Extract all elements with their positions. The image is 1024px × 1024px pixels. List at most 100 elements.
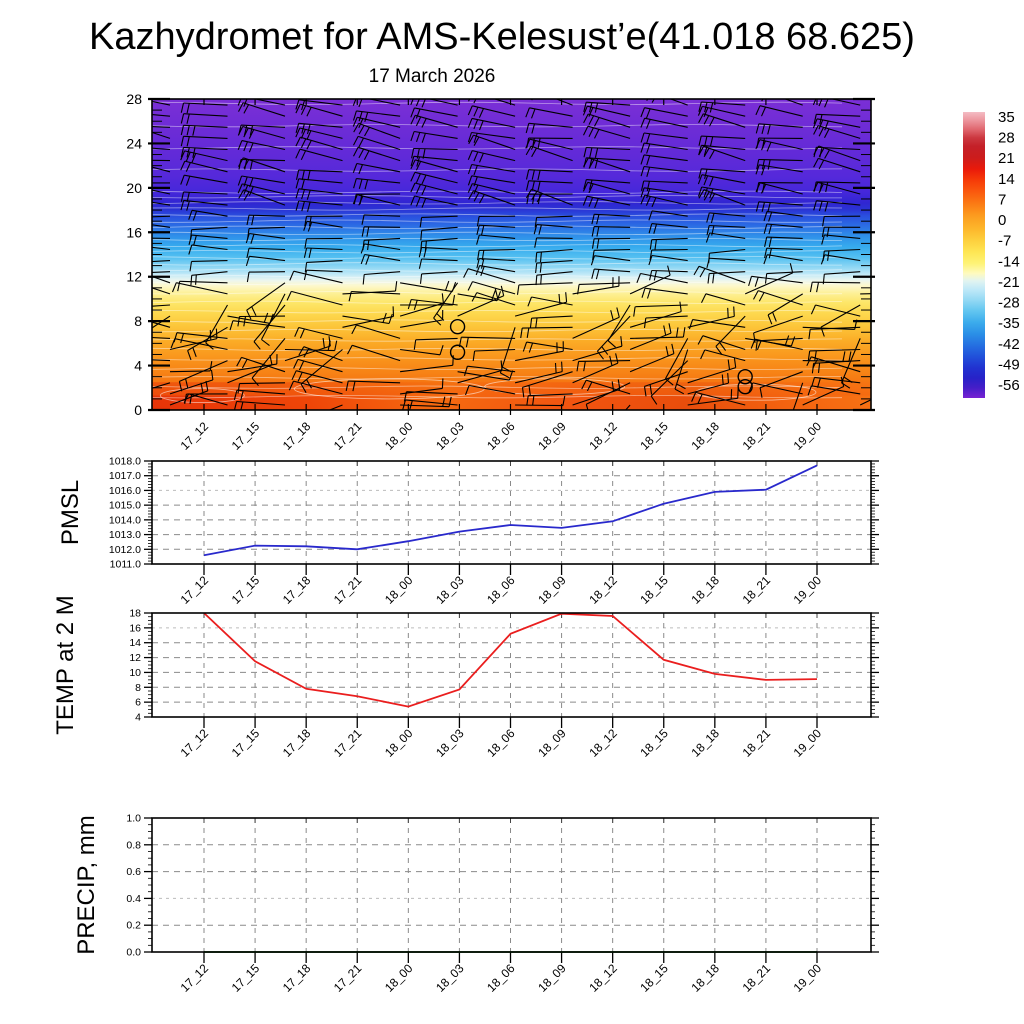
svg-text:17_18: 17_18 xyxy=(280,419,314,453)
svg-text:18_12: 18_12 xyxy=(586,961,620,995)
svg-text:17_15: 17_15 xyxy=(229,419,263,453)
pmsl-line xyxy=(203,464,818,557)
calm-wind-circle xyxy=(449,318,466,335)
svg-text:17_18: 17_18 xyxy=(280,961,314,995)
svg-text:24: 24 xyxy=(126,135,142,151)
svg-text:18_15: 18_15 xyxy=(637,419,671,453)
colorbar-label: -35 xyxy=(998,315,1020,332)
svg-text:17_21: 17_21 xyxy=(331,573,365,607)
svg-text:17_12: 17_12 xyxy=(178,573,212,607)
svg-text:0: 0 xyxy=(134,402,142,418)
svg-text:18_12: 18_12 xyxy=(586,726,620,760)
svg-text:19_00: 19_00 xyxy=(791,573,825,607)
svg-text:18_18: 18_18 xyxy=(688,573,722,607)
svg-text:18_09: 18_09 xyxy=(535,961,569,995)
svg-text:18_18: 18_18 xyxy=(688,419,722,453)
svg-text:14: 14 xyxy=(129,637,141,649)
svg-text:17_21: 17_21 xyxy=(331,726,365,760)
svg-text:17_12: 17_12 xyxy=(178,961,212,995)
svg-text:18_03: 18_03 xyxy=(433,573,467,607)
svg-text:17_21: 17_21 xyxy=(331,419,365,453)
svg-text:1012.0: 1012.0 xyxy=(109,544,141,556)
svg-text:18_18: 18_18 xyxy=(688,961,722,995)
svg-text:18_06: 18_06 xyxy=(484,573,518,607)
page-title: Kazhydromet for AMS-Kelesust’e(41.018 68… xyxy=(89,16,915,58)
svg-text:1018.0: 1018.0 xyxy=(109,456,141,468)
wind-barbs xyxy=(152,99,871,410)
svg-text:1013.0: 1013.0 xyxy=(109,529,141,541)
svg-text:18_03: 18_03 xyxy=(433,961,467,995)
svg-text:0.8: 0.8 xyxy=(126,839,141,851)
svg-text:18_06: 18_06 xyxy=(484,961,518,995)
svg-text:19_00: 19_00 xyxy=(791,419,825,453)
svg-text:18_06: 18_06 xyxy=(484,726,518,760)
svg-text:0.2: 0.2 xyxy=(126,920,141,932)
svg-text:4: 4 xyxy=(135,712,141,724)
svg-text:12: 12 xyxy=(129,652,141,664)
contour-lines xyxy=(152,101,843,399)
svg-text:16: 16 xyxy=(129,622,141,634)
svg-text:19_00: 19_00 xyxy=(791,961,825,995)
svg-text:1011.0: 1011.0 xyxy=(110,559,141,571)
svg-text:8: 8 xyxy=(134,313,142,329)
cross-section-panel: 0 4 8 12 16 20 24 28 17_12 17_15 17_18 17_21 18_00 18… xyxy=(126,91,875,453)
svg-text:18_21: 18_21 xyxy=(740,573,774,607)
date-subtitle: 17 March 2026 xyxy=(368,66,496,87)
temp-2m-axis-title: TEMP at 2 M xyxy=(52,595,79,735)
colorbar-label: -14 xyxy=(998,253,1020,270)
colorbar-label: -42 xyxy=(998,336,1020,353)
colorbar-label: -56 xyxy=(998,377,1020,394)
svg-text:18_15: 18_15 xyxy=(637,961,671,995)
temp-2m-panel: 4 6 8 10 12 14 16 18 17_12 17_15 17_18 17_21 18_00 18… xyxy=(52,595,879,760)
svg-text:18_00: 18_00 xyxy=(382,961,416,995)
svg-text:18_21: 18_21 xyxy=(740,961,774,995)
svg-text:19_00: 19_00 xyxy=(791,726,825,760)
svg-text:1016.0: 1016.0 xyxy=(109,485,141,497)
svg-text:18_09: 18_09 xyxy=(535,573,569,607)
svg-text:17_15: 17_15 xyxy=(229,573,263,607)
svg-text:1017.0: 1017.0 xyxy=(109,470,141,482)
svg-text:16: 16 xyxy=(126,224,142,240)
colorbar-label: 21 xyxy=(998,150,1015,167)
colorbar-label: 35 xyxy=(998,109,1015,126)
svg-text:17_15: 17_15 xyxy=(229,726,263,760)
svg-text:4: 4 xyxy=(134,358,142,374)
svg-text:18_21: 18_21 xyxy=(740,726,774,760)
calm-wind-circle xyxy=(449,344,466,360)
colorbar-label: 28 xyxy=(998,130,1015,147)
svg-text:17_18: 17_18 xyxy=(280,726,314,760)
svg-text:18_06: 18_06 xyxy=(484,419,518,453)
calm-wind-circle xyxy=(737,368,753,385)
colorbar-label: -28 xyxy=(998,295,1020,312)
pmsl-axis-title: PMSL xyxy=(57,480,84,545)
svg-text:18_00: 18_00 xyxy=(382,726,416,760)
calm-wind-circle xyxy=(737,378,753,395)
svg-text:18_21: 18_21 xyxy=(740,419,774,453)
colorbar-label: -49 xyxy=(998,356,1020,373)
svg-text:1014.0: 1014.0 xyxy=(109,514,141,526)
svg-text:8: 8 xyxy=(135,682,141,694)
svg-text:18_15: 18_15 xyxy=(637,573,671,607)
svg-text:12: 12 xyxy=(126,269,142,285)
svg-text:18_12: 18_12 xyxy=(586,573,620,607)
svg-text:17_12: 17_12 xyxy=(178,726,212,760)
precip-axis-title: PRECIP, mm xyxy=(73,815,100,955)
svg-text:6: 6 xyxy=(135,697,141,709)
svg-text:0.6: 0.6 xyxy=(126,866,141,878)
svg-text:18_03: 18_03 xyxy=(433,419,467,453)
svg-text:18_15: 18_15 xyxy=(637,726,671,760)
svg-text:0.4: 0.4 xyxy=(126,893,141,905)
svg-text:17_12: 17_12 xyxy=(178,419,212,453)
svg-text:17_21: 17_21 xyxy=(331,961,365,995)
svg-text:17_15: 17_15 xyxy=(229,961,263,995)
svg-text:0.0: 0.0 xyxy=(126,947,141,959)
colorbar: 35 28 21 14 7 0 -7 -14 -21 -28 -35 -42 -49 -56 xyxy=(963,109,1020,398)
svg-text:18_09: 18_09 xyxy=(535,419,569,453)
svg-text:18_00: 18_00 xyxy=(382,573,416,607)
svg-text:18_18: 18_18 xyxy=(688,726,722,760)
cross-section-field xyxy=(152,99,871,410)
svg-text:1015.0: 1015.0 xyxy=(109,500,141,512)
svg-text:18_00: 18_00 xyxy=(382,419,416,453)
